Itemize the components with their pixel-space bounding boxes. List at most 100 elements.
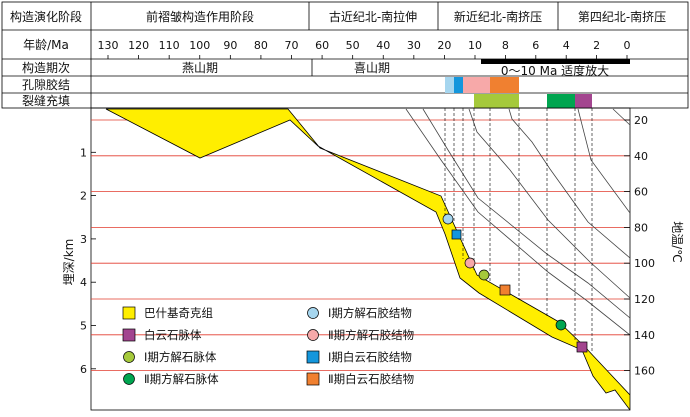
temperature-axis-label: 地温/℃ xyxy=(670,221,684,263)
dolomite-cement-2-marker xyxy=(499,284,511,296)
legend-swatch xyxy=(122,306,136,320)
fracture-dolomite-vein xyxy=(575,94,592,108)
age-tick-label: 100 xyxy=(189,39,210,52)
age-tick-label: 4 xyxy=(563,39,570,52)
plot-frame xyxy=(90,107,631,411)
legend-item: Ⅰ期方解石脉体 xyxy=(123,350,217,364)
age-tick-label: 130 xyxy=(98,39,119,52)
formation-outline xyxy=(105,108,201,159)
legend-label: Ⅱ期方解石脉体 xyxy=(144,372,219,386)
age-tick-label: 110 xyxy=(159,39,180,52)
depth-tick-label: 4 xyxy=(80,276,87,289)
legend-item: Ⅱ期方解石脉体 xyxy=(123,372,219,386)
legend-swatch xyxy=(306,350,320,364)
bashijiqike-formation-band xyxy=(105,108,630,410)
legend-label: Ⅱ期白云石胶结物 xyxy=(328,372,414,386)
period-himalayan: 喜山期 xyxy=(354,61,390,75)
age-tick-label: 80 xyxy=(254,39,268,52)
depth-axis-label: 埋深/km xyxy=(62,239,76,286)
legend-label: Ⅰ期白云石胶结物 xyxy=(328,350,412,364)
legend-label: Ⅱ期方解石胶结物 xyxy=(328,328,414,342)
stage-pre-fold: 前褶皱构造作用阶段 xyxy=(146,9,254,24)
age-tick-label: 50 xyxy=(346,39,360,52)
period-row-label: 构造期次 xyxy=(22,60,70,75)
depth-tick-label: 3 xyxy=(80,233,87,246)
age-tick-label: 2 xyxy=(593,39,600,52)
event-lines xyxy=(444,108,593,352)
age-row-label: 年龄/Ma xyxy=(23,38,69,52)
dolomite-cement-1-marker xyxy=(451,229,462,240)
age-tick-label: 90 xyxy=(223,39,237,52)
pore-calcite-cement-2 xyxy=(463,77,490,93)
depth-axis: 1 2 3 4 5 6 xyxy=(80,146,96,376)
temperature-tick-label: 80 xyxy=(634,221,648,234)
dolomite-vein-marker xyxy=(576,341,588,353)
zoom-note: 0～10 Ma 适度放大 xyxy=(501,63,609,78)
pore-row-label: 孔隙胶结 xyxy=(22,77,70,92)
fracture-row-label: 裂缝充填 xyxy=(22,93,70,108)
pore-dolomite-cement-2 xyxy=(490,77,519,93)
age-axis: 130 120 110 100 90 80 70 60 50 40 30 20 10 8 6 4 2 0 xyxy=(98,39,631,59)
age-tick-label: 70 xyxy=(285,39,299,52)
burial-path xyxy=(612,108,630,126)
legend-swatch xyxy=(123,373,135,385)
depth-tick-label: 2 xyxy=(80,190,87,203)
legend-item: Ⅱ期方解石胶结物 xyxy=(307,328,414,342)
depth-tick-label: 1 xyxy=(80,146,87,159)
pore-dolomite-cement-1 xyxy=(454,77,463,93)
calcite-cement-1-marker xyxy=(442,213,454,225)
burial-path xyxy=(508,108,630,259)
age-tick-label: 30 xyxy=(407,39,421,52)
legend-swatch xyxy=(307,307,319,319)
age-tick-label: 20 xyxy=(437,39,451,52)
temperature-tick-label: 100 xyxy=(634,257,655,270)
legend-swatch xyxy=(123,351,135,363)
legend-item: 巴什基奇克组 xyxy=(122,306,213,320)
burial-path xyxy=(468,108,630,299)
legend-item: Ⅰ期白云石胶结物 xyxy=(306,350,412,364)
stage-neogene: 新近纪北-南挤压 xyxy=(454,9,542,24)
calcite-vein-2-marker xyxy=(555,319,567,331)
calcite-cement-2-marker xyxy=(464,257,476,269)
fracture-calcite-vein-1 xyxy=(474,94,519,108)
temperature-tick-label: 20 xyxy=(634,114,648,127)
temperature-tick-label: 60 xyxy=(634,186,648,199)
age-tick-label: 10 xyxy=(468,39,482,52)
burial-paths xyxy=(405,108,630,336)
temperature-tick-label: 120 xyxy=(634,293,655,306)
burial-path xyxy=(577,108,630,214)
depth-tick-label: 5 xyxy=(80,320,87,333)
temperature-tick-label: 140 xyxy=(634,329,655,342)
depth-tick-label: 6 xyxy=(80,363,87,376)
legend-swatch xyxy=(122,328,136,342)
age-tick-label: 40 xyxy=(376,39,390,52)
legend-item: Ⅰ期方解石胶结物 xyxy=(307,306,412,320)
legend-item: 白云石脉体 xyxy=(122,328,202,342)
legend-label: Ⅰ期方解石胶结物 xyxy=(328,306,412,320)
stage-paleogene: 古近纪北-南拉伸 xyxy=(329,9,417,24)
period-yanshan: 燕山期 xyxy=(182,61,218,75)
age-tick-label: 6 xyxy=(532,39,539,52)
age-tick-label: 0 xyxy=(624,39,631,52)
burial-path xyxy=(422,108,630,319)
legend-swatch xyxy=(307,329,319,341)
legend-item: Ⅱ期白云石胶结物 xyxy=(306,372,414,386)
temperature-tick-label: 160 xyxy=(634,365,655,378)
burial-path xyxy=(405,108,630,336)
legend-label: 巴什基奇克组 xyxy=(144,306,213,320)
temperature-tick-label: 40 xyxy=(634,150,648,163)
temperature-axis: 20 40 60 80 100 120 140 160 xyxy=(624,114,655,378)
pore-calcite-cement-1 xyxy=(445,77,454,93)
legend-label: 白云石脉体 xyxy=(144,328,202,342)
age-tick-label: 8 xyxy=(502,39,509,52)
zoom-bar xyxy=(481,59,630,64)
fracture-calcite-vein-2 xyxy=(547,94,575,108)
stage-quaternary: 第四纪北-南挤压 xyxy=(578,9,666,24)
stage-row-label: 构造演化阶段 xyxy=(10,9,82,24)
calcite-vein-1-marker xyxy=(478,269,490,281)
legend-label: Ⅰ期方解石脉体 xyxy=(144,350,217,364)
age-tick-label: 120 xyxy=(128,39,149,52)
age-tick-label: 60 xyxy=(315,39,329,52)
